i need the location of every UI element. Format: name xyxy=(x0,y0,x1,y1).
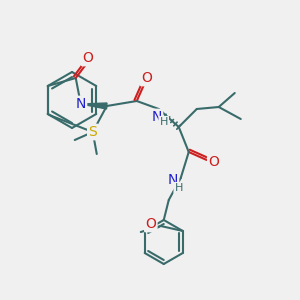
Text: O: O xyxy=(141,71,152,85)
Text: N: N xyxy=(76,97,86,111)
Text: H: H xyxy=(160,117,168,127)
Text: N: N xyxy=(168,173,178,187)
Text: O: O xyxy=(146,217,156,231)
Text: N: N xyxy=(152,110,162,124)
Text: H: H xyxy=(175,183,183,193)
Text: S: S xyxy=(88,125,97,139)
Text: O: O xyxy=(82,51,93,65)
Polygon shape xyxy=(81,103,107,109)
Text: O: O xyxy=(208,155,219,169)
